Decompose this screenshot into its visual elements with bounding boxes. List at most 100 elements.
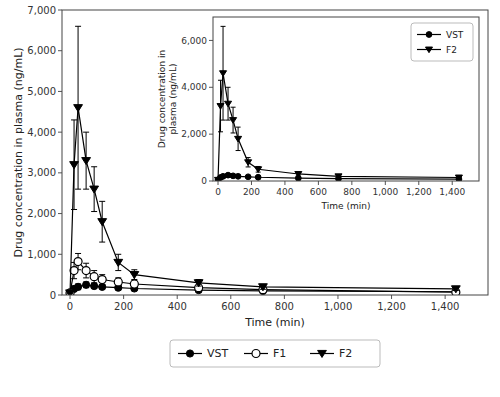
data-point xyxy=(295,172,302,178)
x-axis-label: Time (min) xyxy=(321,201,371,211)
y-tick-label: 3,000 xyxy=(27,167,56,178)
data-point xyxy=(70,162,79,169)
legend-label: VST xyxy=(207,347,229,360)
y-tick-label: 1,000 xyxy=(27,249,56,260)
x-tick-label: 200 xyxy=(243,187,260,197)
x-tick xyxy=(70,295,71,299)
data-point xyxy=(66,290,75,295)
series-line xyxy=(218,73,459,180)
legend-box xyxy=(411,23,473,61)
x-tick-label: 600 xyxy=(310,187,327,197)
y-axis: 02,0004,0006,000 xyxy=(181,36,213,187)
x-tick xyxy=(123,295,124,299)
data-point xyxy=(220,71,227,77)
y-tick-label: 6,000 xyxy=(181,36,207,46)
data-point xyxy=(455,175,462,181)
x-tick-label: 600 xyxy=(221,301,240,312)
y-axis-label: Drug concentration in plasma (ng/mL) xyxy=(12,47,25,257)
y-tick xyxy=(209,87,213,88)
error-bar xyxy=(99,275,105,285)
legend-label: F2 xyxy=(339,347,352,360)
y-tick xyxy=(58,132,62,133)
error-bar xyxy=(115,278,121,286)
y-tick xyxy=(209,40,213,41)
data-point xyxy=(230,118,237,124)
chart-canvas: 02004006008001,0001,2001,40001,0002,0003… xyxy=(0,0,500,397)
data-area xyxy=(214,26,462,181)
data-point xyxy=(82,267,90,275)
y-tick-label: 5,000 xyxy=(27,86,56,97)
x-tick xyxy=(385,181,386,185)
y-axis: 01,0002,0003,0004,0005,0006,0007,000 xyxy=(27,5,62,301)
y-tick-label: 2,000 xyxy=(181,129,207,139)
error-bar xyxy=(131,281,137,288)
data-point xyxy=(114,278,122,286)
data-point xyxy=(245,160,252,166)
data-point xyxy=(217,104,224,110)
x-axis-label: Time (min) xyxy=(244,316,305,329)
legend-box xyxy=(170,340,380,367)
plot-frame xyxy=(213,17,479,181)
legend-label: VST xyxy=(446,30,464,40)
data-point xyxy=(66,289,73,295)
y-tick-label: 2,000 xyxy=(27,208,56,219)
data-point xyxy=(82,158,91,165)
x-tick xyxy=(337,295,338,299)
data-point xyxy=(235,173,241,179)
data-point xyxy=(245,174,251,180)
legend-marker xyxy=(425,47,432,53)
x-tick xyxy=(351,181,352,185)
x-tick-label: 200 xyxy=(114,301,133,312)
y-tick xyxy=(58,213,62,214)
error-bar xyxy=(91,271,97,283)
y-tick xyxy=(58,10,62,11)
legend-marker xyxy=(426,32,432,38)
y-tick xyxy=(58,254,62,255)
y-axis-label: Drug concentration inplasma (ng/mL) xyxy=(157,50,178,148)
data-point xyxy=(194,280,203,287)
plot-background xyxy=(213,17,479,181)
data-point xyxy=(90,186,99,193)
data-point xyxy=(255,174,261,180)
x-tick xyxy=(177,295,178,299)
data-point xyxy=(74,105,83,112)
error-bar xyxy=(83,263,89,278)
x-tick xyxy=(418,181,419,185)
data-point xyxy=(66,289,74,295)
data-point xyxy=(83,281,90,288)
error-bar xyxy=(75,284,81,290)
data-point xyxy=(214,177,221,181)
x-tick-label: 1,400 xyxy=(431,301,460,312)
data-point xyxy=(335,174,342,180)
data-point xyxy=(259,284,268,291)
legend-marker xyxy=(186,350,193,357)
legend: VSTF1F2 xyxy=(170,340,380,367)
legend-marker xyxy=(252,350,260,358)
data-point xyxy=(74,258,82,266)
y-tick xyxy=(209,181,213,182)
series xyxy=(214,26,462,181)
x-tick-label: 1,200 xyxy=(377,301,406,312)
data-point xyxy=(235,136,242,142)
x-tick-label: 0 xyxy=(67,301,73,312)
x-tick-label: 800 xyxy=(343,187,360,197)
data-point xyxy=(451,286,460,293)
data-point xyxy=(74,283,81,290)
error-bar xyxy=(83,282,89,288)
x-tick xyxy=(391,295,392,299)
x-tick-label: 1,200 xyxy=(406,187,432,197)
y-tick-label: 6,000 xyxy=(27,45,56,56)
y-axis-label-line: Drug concentration in xyxy=(157,50,167,148)
x-axis: 02004006008001,0001,2001,400 xyxy=(67,295,460,312)
x-tick-label: 1,000 xyxy=(372,187,398,197)
y-tick xyxy=(58,91,62,92)
y-tick xyxy=(58,295,62,296)
plot-frame xyxy=(62,10,488,295)
y-tick xyxy=(58,50,62,51)
x-tick-label: 400 xyxy=(168,301,187,312)
data-point xyxy=(225,101,232,107)
data-point xyxy=(91,282,98,289)
y-axis-label-line: plasma (ng/mL) xyxy=(168,64,178,135)
x-tick-label: 1,400 xyxy=(439,187,465,197)
legend-marker xyxy=(318,350,327,357)
